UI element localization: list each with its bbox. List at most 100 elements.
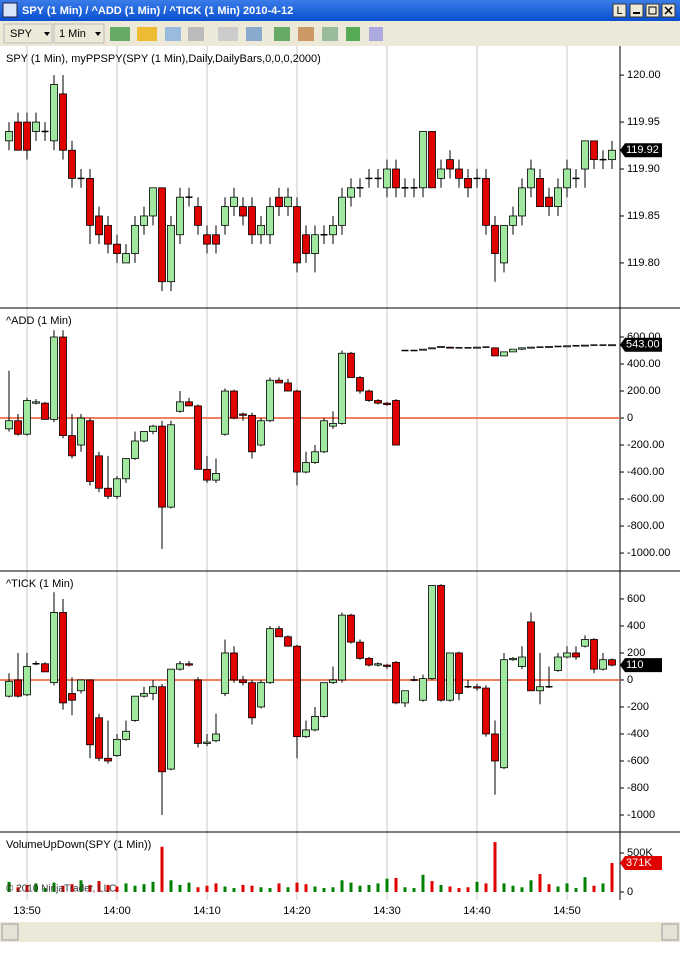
zoom-icon[interactable] (165, 27, 181, 41)
candle-body (437, 585, 445, 701)
volume-bar (610, 863, 614, 892)
interval-label[interactable]: 1 Min (59, 28, 86, 40)
volume-bar (115, 886, 119, 892)
candle-body (536, 686, 544, 692)
y-tick-label: 0 (627, 412, 633, 424)
image-icon[interactable] (322, 27, 338, 41)
minimize-button[interactable] (629, 3, 644, 18)
scroll-right[interactable] (661, 923, 679, 941)
candle-body (140, 431, 148, 442)
candle-body (572, 652, 580, 658)
candle-body (473, 686, 481, 689)
maximize-icon (648, 6, 657, 15)
x-tick-label: 13:50 (13, 905, 41, 917)
y-tick-label: -200 (627, 701, 649, 713)
candle-body (320, 420, 328, 453)
magnify-icon[interactable] (246, 27, 262, 41)
lock-button-label[interactable]: L (616, 5, 622, 17)
candle-body (599, 659, 607, 670)
candle-body (23, 121, 31, 151)
volume-bar (565, 883, 569, 892)
candle-body (131, 224, 139, 254)
candle-body (491, 347, 499, 357)
candle-body (185, 663, 193, 666)
y-tick-label: -600.00 (627, 493, 664, 505)
candle-body (23, 666, 31, 696)
instrument-label[interactable]: SPY (10, 28, 33, 40)
candle-body (167, 224, 175, 283)
maximize-button[interactable] (645, 3, 660, 18)
y-tick-label: 200 (627, 647, 645, 659)
volume-bar (304, 884, 308, 892)
candle-body (446, 159, 454, 170)
instrument-selector[interactable] (3, 23, 53, 44)
volume-bar (160, 846, 164, 892)
x-tick-label: 14:10 (193, 905, 221, 917)
candle-body (446, 346, 454, 349)
candle-body (239, 679, 247, 684)
y-tick-label: -200.00 (627, 439, 664, 451)
volume-bar (178, 884, 182, 892)
volume-bar (331, 887, 335, 892)
y-tick-label: 119.85 (627, 210, 660, 222)
candle-body (293, 645, 301, 738)
candle-body (581, 344, 589, 347)
candle-body (581, 639, 589, 647)
candle-body (248, 206, 256, 236)
title-bar (0, 0, 680, 21)
candle-body (311, 716, 319, 731)
candle-body (5, 420, 13, 430)
indicators-icon[interactable] (274, 27, 290, 41)
strategies-icon[interactable] (298, 27, 314, 41)
x-tick-label: 14:50 (553, 905, 581, 917)
volume-bar (601, 883, 605, 892)
crosshair-icon[interactable] (188, 27, 204, 41)
candle-body (482, 687, 490, 735)
candle-body (167, 424, 175, 508)
scrollbar[interactable] (0, 922, 680, 942)
dropdown-arrow (95, 32, 101, 36)
candle-body (95, 455, 103, 489)
properties-icon[interactable] (369, 27, 383, 41)
volume-bar (475, 881, 479, 892)
candle-body (275, 628, 283, 638)
panel-label: ^TICK (1 Min) (6, 578, 74, 590)
volume-bar (358, 885, 362, 892)
candle-body (482, 178, 490, 226)
last-value-label: 119.92 (626, 144, 659, 156)
volume-bar (79, 880, 83, 892)
candle-body (419, 348, 427, 351)
candle-body (518, 187, 526, 217)
y-tick-label: 119.80 (627, 257, 660, 269)
y-tick-label: -1000 (627, 809, 655, 821)
candle-body (140, 693, 148, 697)
candle-body (428, 585, 436, 680)
candle-body (527, 621, 535, 692)
candle-body (554, 656, 562, 671)
candle-body (518, 347, 526, 350)
interval-selector[interactable] (53, 23, 105, 44)
volume-bar (520, 887, 524, 892)
volume-bar (421, 874, 425, 892)
pointer-icon[interactable] (218, 27, 238, 41)
bar-style-icon[interactable] (110, 27, 130, 41)
dollar-icon[interactable] (346, 27, 360, 41)
candle-body (230, 196, 238, 207)
volume-bar (556, 886, 560, 892)
candle-body (221, 206, 229, 226)
volume-bar (223, 886, 227, 892)
draw-icon[interactable] (137, 27, 157, 41)
toolbar-icons[interactable] (110, 27, 383, 41)
candle-body (545, 346, 553, 348)
scroll-left[interactable] (1, 923, 19, 941)
candle-body (257, 224, 265, 236)
volume-bar (142, 884, 146, 892)
candle-body (14, 420, 22, 435)
candle-body (491, 733, 499, 762)
volume-bar (502, 883, 506, 892)
last-value-tag (620, 658, 662, 673)
x-tick-label: 14:20 (283, 905, 311, 917)
x-tick-label: 14:40 (463, 905, 491, 917)
lock-button[interactable] (612, 3, 627, 18)
